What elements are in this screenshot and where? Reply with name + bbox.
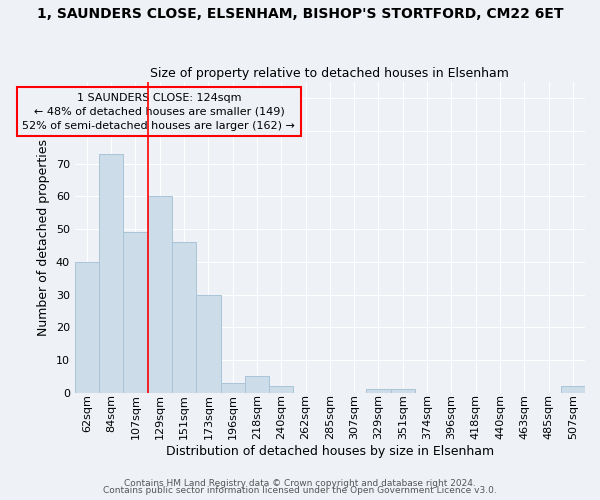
Text: Contains HM Land Registry data © Crown copyright and database right 2024.: Contains HM Land Registry data © Crown c… [124,478,476,488]
Bar [245,376,269,392]
Text: 1, SAUNDERS CLOSE, ELSENHAM, BISHOP'S STORTFORD, CM22 6ET: 1, SAUNDERS CLOSE, ELSENHAM, BISHOP'S ST… [37,8,563,22]
Text: Contains public sector information licensed under the Open Government Licence v3: Contains public sector information licen… [103,486,497,495]
Bar [367,390,391,392]
Bar [196,294,221,392]
Y-axis label: Number of detached properties: Number of detached properties [37,139,50,336]
Bar [391,390,415,392]
Bar [99,154,124,392]
Bar [148,196,172,392]
Bar [221,383,245,392]
Bar [561,386,585,392]
Text: 1 SAUNDERS CLOSE: 124sqm
← 48% of detached houses are smaller (149)
52% of semi-: 1 SAUNDERS CLOSE: 124sqm ← 48% of detach… [22,93,295,131]
Bar [75,262,99,392]
Title: Size of property relative to detached houses in Elsenham: Size of property relative to detached ho… [151,66,509,80]
Bar [124,232,148,392]
Bar [269,386,293,392]
Bar [172,242,196,392]
X-axis label: Distribution of detached houses by size in Elsenham: Distribution of detached houses by size … [166,444,494,458]
